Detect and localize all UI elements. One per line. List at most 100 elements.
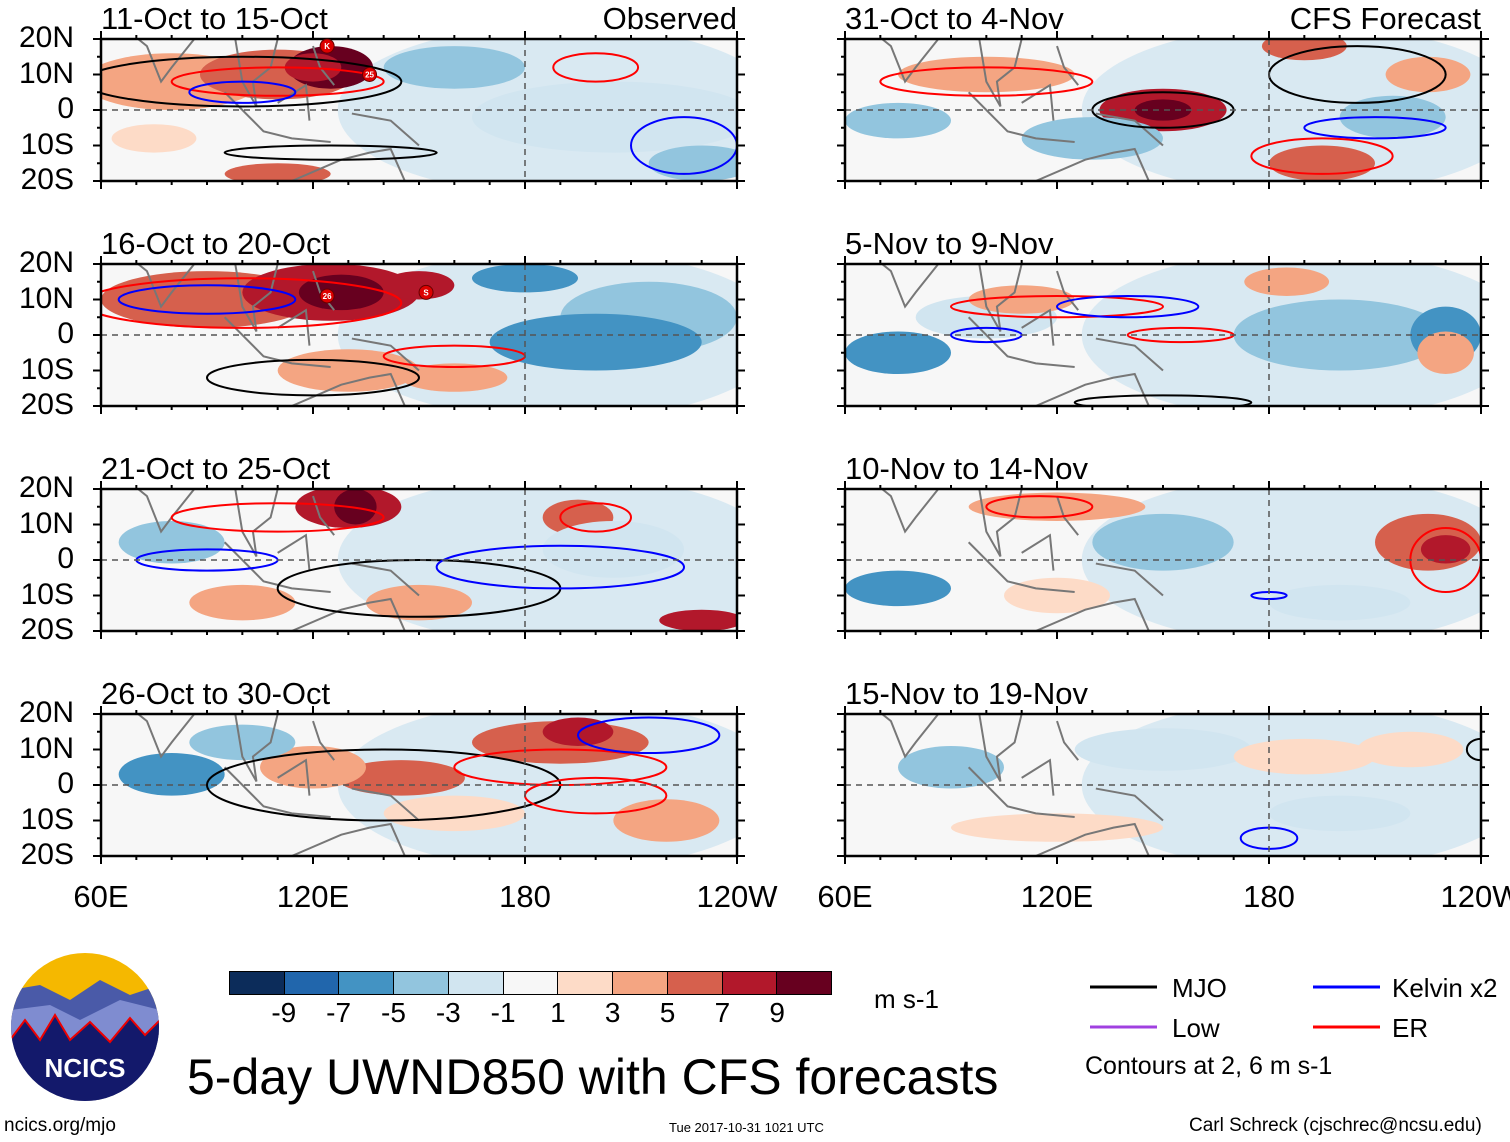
lat-label: 10S — [20, 802, 74, 836]
panel-tag: Observed — [602, 1, 737, 36]
colorbar-swatch — [722, 972, 778, 994]
colorbar-swatch — [394, 972, 449, 994]
colorbar-swatch — [503, 972, 559, 994]
wind-shading — [1134, 99, 1192, 121]
wind-shading — [968, 492, 1146, 521]
storm-label: S — [423, 288, 429, 297]
wind-shading — [613, 799, 720, 842]
wind-shading — [1261, 39, 1347, 61]
lat-label: 0 — [57, 317, 74, 350]
lat-label: 0 — [57, 542, 74, 575]
contour-line — [188, 80, 297, 104]
coastline — [136, 714, 420, 856]
wind-shading — [968, 285, 1075, 314]
coastline — [880, 714, 1164, 856]
contour-line — [453, 748, 668, 786]
contour-note: Contours at 2, 6 m s-1 — [1085, 1052, 1333, 1080]
contour-line — [879, 66, 1094, 97]
wind-shading — [489, 313, 702, 371]
map-panel — [93, 481, 745, 639]
wind-shading — [898, 56, 1075, 93]
wind-shading — [1420, 535, 1471, 564]
panel-title: 11-Oct to 15-Oct — [101, 1, 328, 36]
wind-shading — [1269, 795, 1411, 832]
colorbar-swatch — [448, 972, 504, 994]
contour-line — [1056, 294, 1200, 319]
contour-line — [435, 544, 685, 590]
lat-label: 10S — [20, 352, 74, 386]
coastline — [880, 489, 1164, 631]
colorbar-tick-label: -5 — [381, 997, 406, 1028]
contour-line — [577, 716, 721, 755]
wind-shading — [1092, 513, 1234, 571]
contour-line — [223, 144, 438, 161]
map-panel — [837, 31, 1489, 189]
wind-shading — [472, 81, 737, 153]
wind-shading — [542, 520, 684, 578]
colorbar-tick-label: -9 — [271, 997, 297, 1028]
wind-shading — [898, 745, 1004, 789]
wind-shading — [298, 274, 384, 311]
ncics-logo: NCICS — [11, 953, 159, 1101]
wind-shading — [1021, 117, 1163, 160]
wind-shading — [189, 584, 296, 621]
wind-shading — [383, 46, 525, 89]
contour-line — [1465, 737, 1481, 762]
contour-line — [170, 66, 385, 97]
lon-label: 120E — [276, 879, 350, 914]
lat-label: 20S — [20, 613, 74, 646]
contour-line — [101, 55, 403, 108]
tropical-cyclone-icon — [319, 38, 335, 54]
legend-kelvin: Kelvin x2 — [1392, 973, 1498, 1003]
storm-label: 25 — [365, 71, 374, 80]
lon-label: 120W — [696, 879, 778, 914]
coastline — [880, 39, 1164, 181]
lon-label: 180 — [1243, 879, 1295, 914]
wind-shading — [1417, 331, 1474, 375]
colorbar-tick-label: 1 — [550, 997, 566, 1028]
lon-label: 120W — [1440, 879, 1510, 914]
contour-line — [170, 502, 385, 533]
contour-line — [552, 52, 640, 83]
map-panel — [837, 256, 1489, 414]
contour-line — [950, 294, 1164, 319]
wind-shading — [845, 102, 951, 139]
map-panel — [837, 481, 1489, 639]
wind-shading — [845, 570, 951, 607]
legend-er: ER — [1392, 1013, 1429, 1043]
lat-label: 20S — [20, 163, 74, 196]
tropical-cyclone-icon — [319, 288, 335, 304]
colorbar-swatch — [777, 972, 832, 994]
credit: Carl Schreck (cjschrec@ncsu.edu) — [1189, 1115, 1482, 1136]
panel-title: 5-Nov to 9-Nov — [845, 226, 1054, 261]
lat-label: 20S — [20, 838, 74, 871]
colorbar — [229, 971, 832, 995]
colorbar-swatch — [339, 972, 395, 994]
colorbar-tick-label: 9 — [769, 997, 785, 1028]
wind-shading — [337, 760, 465, 796]
contour-line — [1250, 137, 1394, 175]
contour-line — [1303, 116, 1447, 140]
contour-line — [101, 277, 403, 329]
lat-label: 10N — [18, 506, 74, 540]
figure-title: 5-day UWND850 with CFS forecasts — [187, 1049, 999, 1105]
contour-line — [206, 358, 420, 397]
panel-title: 31-Oct to 4-Nov — [845, 1, 1064, 36]
wind-shading — [118, 520, 225, 564]
wind-shading — [845, 331, 951, 375]
wind-shading — [659, 609, 737, 631]
colorbar-swatch — [558, 972, 614, 994]
wind-shading — [542, 717, 614, 746]
colorbar-swatch — [613, 972, 668, 994]
wind-shading — [189, 724, 296, 761]
lat-label: 20N — [18, 21, 74, 54]
colorbar-tick-label: -7 — [326, 997, 352, 1028]
lat-label: 20S — [20, 388, 74, 421]
panel-title: 16-Oct to 20-Oct — [101, 226, 331, 261]
storm-label: 26 — [323, 292, 332, 301]
contour-line — [985, 495, 1094, 519]
site-link[interactable]: ncics.org/mjo — [4, 1115, 116, 1136]
wind-shading — [401, 363, 508, 392]
legend-mjo: MJO — [1172, 973, 1227, 1003]
